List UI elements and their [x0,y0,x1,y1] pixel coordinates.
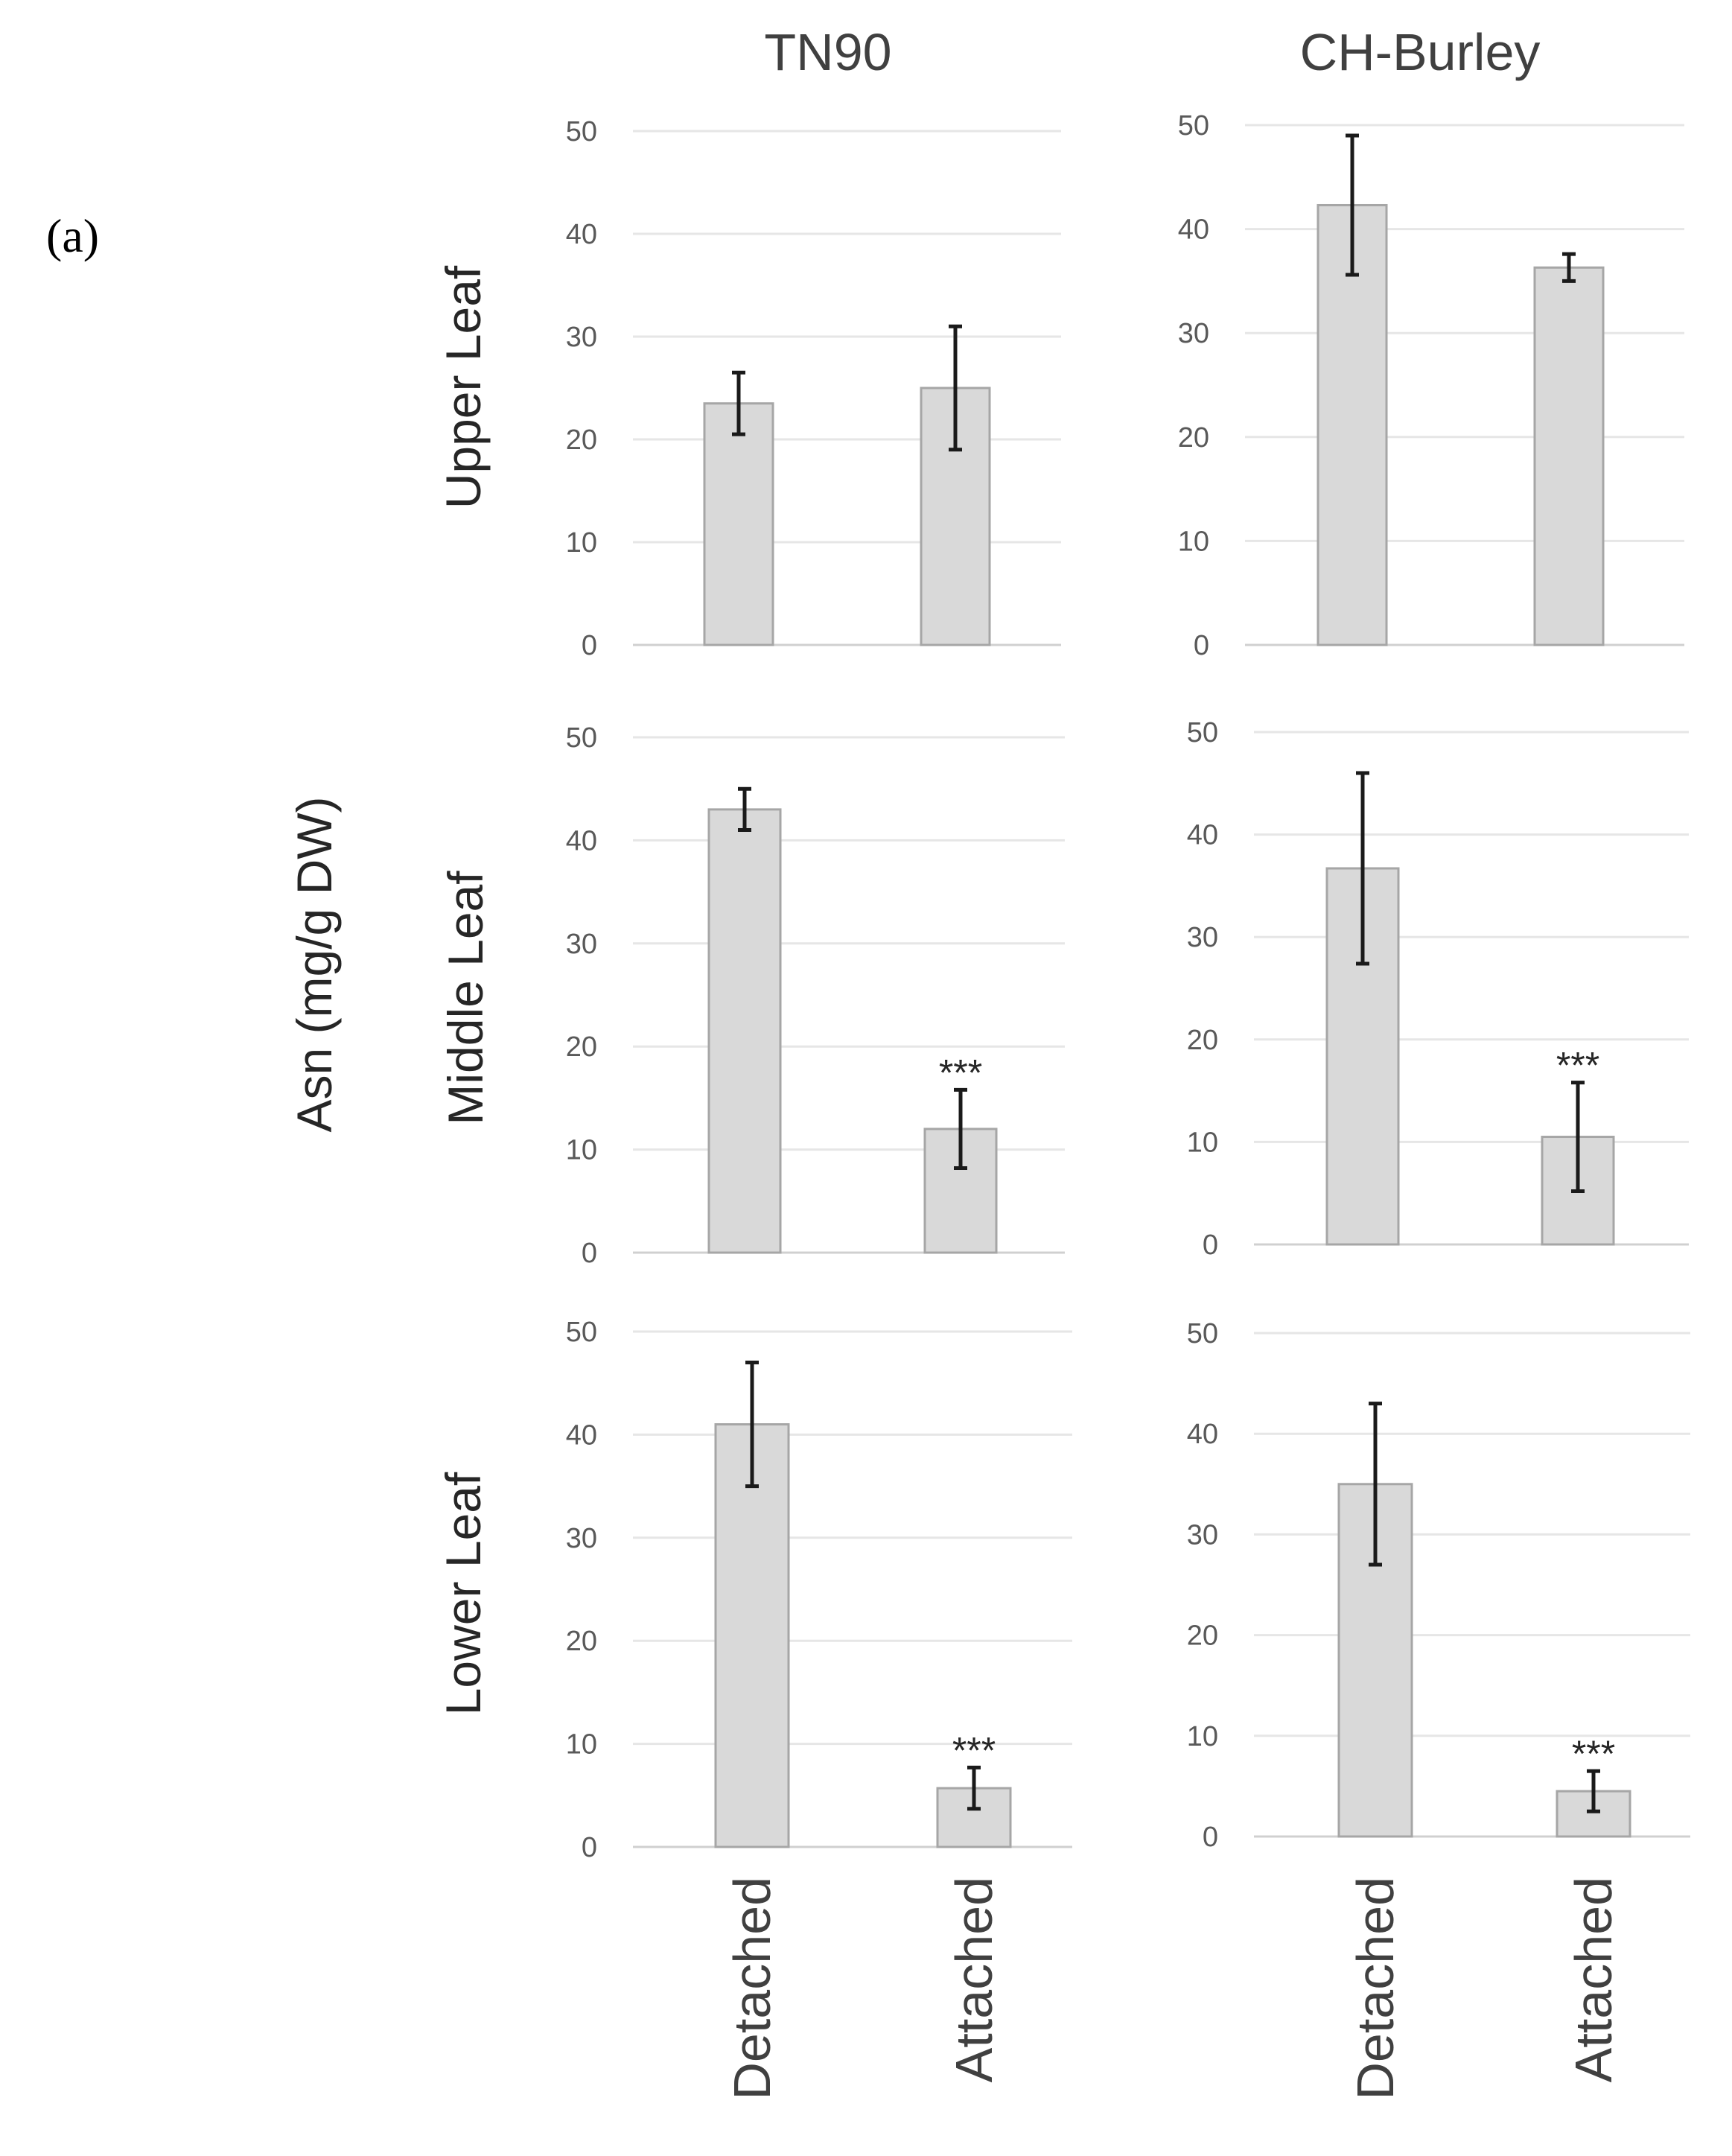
panels-group: 0 10 20 30 40 50 0 10 20 30 40 50 0 10 20 30 40 50 *** 0 10 2… [436,110,1690,2100]
y-tick-label: 30 [566,322,597,353]
y-tick-label: 30 [1187,922,1218,953]
y-tick-label: 50 [566,1317,597,1348]
y-tick-label: 20 [566,424,597,456]
y-tick-label: 0 [582,630,597,661]
significance-marker: *** [939,1052,982,1093]
y-tick-label: 0 [1203,1230,1218,1261]
y-tick-label: 30 [1187,1519,1218,1551]
bar-detached [714,1423,790,1848]
y-tick-label: 50 [566,116,597,147]
y-tick-label: 50 [1178,110,1209,141]
y-tick-label: 10 [1187,1721,1218,1752]
y-tick-label: 50 [566,722,597,754]
row-label-middle-leaf: Middle Leaf [438,871,493,1125]
panel-label: (a) [46,209,99,262]
y-tick-label: 50 [1187,717,1218,748]
bar-detached [707,808,782,1254]
y-tick-label: 50 [1187,1318,1218,1349]
y-tick-label: 0 [582,1832,597,1863]
y-tick-label: 10 [566,1729,597,1761]
row-label-lower-leaf: Lower Leaf [436,1472,491,1715]
y-tick-label: 10 [566,527,597,559]
significance-marker: *** [1556,1045,1599,1087]
y-axis-title: Asn (mg/g DW) [287,796,342,1132]
y-tick-label: 20 [566,1031,597,1063]
panel-tn90-middle: 0 10 20 30 40 50 *** [566,722,1065,1269]
y-tick-label: 20 [1178,422,1209,454]
y-tick-label: 30 [566,1523,597,1554]
significance-marker: *** [1572,1733,1615,1775]
y-tick-label: 20 [1187,1621,1218,1652]
panel-chb-lower: 0 10 20 30 40 50 *** [1187,1318,1690,1853]
y-tick-label: 10 [1187,1127,1218,1158]
significance-marker: *** [952,1729,996,1771]
y-tick-label: 30 [566,929,597,960]
y-tick-label: 0 [582,1238,597,1269]
y-tick-label: 20 [566,1626,597,1657]
category-label-attached: Attached [1564,1877,1623,2082]
y-tick-label: 40 [566,219,597,250]
y-tick-label: 10 [566,1135,597,1166]
y-tick-label: 40 [1178,214,1209,246]
bar-detached [703,402,774,646]
bar-attached [1533,266,1605,646]
panel-tn90-upper: 0 10 20 30 40 50 [566,116,1061,661]
y-tick-label: 10 [1178,526,1209,557]
category-label-detached: Detached [723,1877,781,2100]
category-label-detached: Detached [1346,1877,1404,2100]
column-title-ch-burley: CH-Burley [1300,23,1541,81]
y-tick-label: 30 [1178,318,1209,349]
y-tick-label: 40 [566,825,597,856]
panel-chb-upper: 0 10 20 30 40 50 [1178,110,1684,661]
panel-chb-middle: 0 10 20 30 40 50 *** [1187,717,1689,1261]
column-title-tn90: TN90 [764,23,891,81]
row-label-upper-leaf: Upper Leaf [436,265,491,509]
y-tick-label: 0 [1203,1822,1218,1853]
y-tick-label: 40 [1187,820,1218,851]
panel-tn90-lower: 0 10 20 30 40 50 *** [566,1317,1072,1863]
y-tick-label: 40 [566,1419,597,1451]
y-tick-label: 40 [1187,1419,1218,1450]
category-label-attached: Attached [945,1877,1003,2082]
y-tick-label: 0 [1194,630,1209,661]
y-tick-label: 20 [1187,1025,1218,1056]
